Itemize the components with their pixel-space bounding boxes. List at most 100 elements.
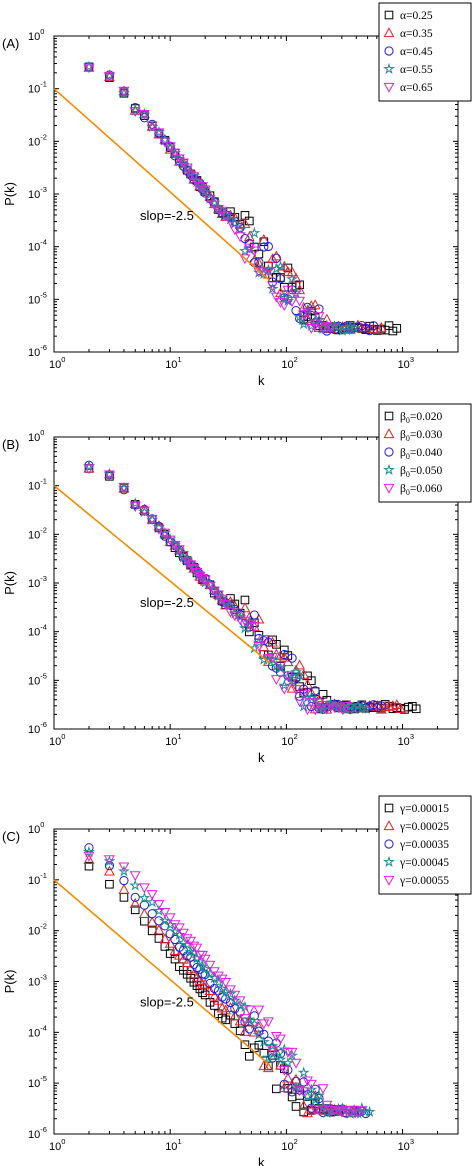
panel-c-marker-triangle-down (348, 1105, 360, 1116)
panel-c-marker-square (291, 1102, 301, 1111)
panel-c-marker-triangle-down (191, 943, 203, 954)
panel-c-marker-star (212, 976, 225, 988)
panel-a-marker-circle (139, 113, 150, 123)
panel-c-marker-star (138, 891, 151, 904)
panel-c-marker-triangle-down (177, 928, 189, 939)
panel-a-marker-circle (275, 274, 286, 284)
panel-b-marker-triangle-down (177, 550, 189, 561)
panel-b-x-tick-label: 100 (49, 732, 65, 748)
panel-a-marker-triangle-down (239, 254, 251, 265)
panel-b-marker-triangle-down (258, 635, 270, 646)
panel-c-marker-triangle-down (294, 1086, 306, 1097)
panel-b-legend-marker (383, 483, 395, 494)
panel-a-marker-triangle-down (321, 322, 333, 333)
panel-a-y-axis-label: P(k) (2, 182, 17, 206)
panel-b-marker-triangle-down (220, 600, 232, 610)
panel-a-marker-triangle-down (220, 211, 232, 222)
panel-a-legend-label: α=0.45 (400, 46, 433, 58)
panel-b-marker-star (204, 578, 216, 590)
panel-c-marker-star (309, 1093, 322, 1106)
panel-a-marker-triangle-down (164, 142, 176, 153)
panel-b-y-tick-label: 10-1 (28, 477, 47, 493)
panel-b-marker-triangle-down (337, 705, 348, 716)
panel-c-marker-triangle-down (305, 1079, 317, 1090)
panel-c-marker-triangle-up (258, 1060, 270, 1071)
panel-c-marker-star (129, 879, 142, 891)
panel-a-marker-triangle-down (275, 298, 286, 309)
panel-a-marker-circle (244, 238, 254, 248)
panel-c-marker-star (243, 1013, 256, 1025)
panel-b-marker-triangle-up (395, 703, 407, 713)
panel-c-marker-triangle-down (103, 855, 115, 866)
panel-c-marker-triangle-down (340, 1105, 352, 1116)
panel-a-marker-triangle-down (290, 289, 302, 300)
panel-b-legend-marker (384, 411, 394, 421)
panel-a-marker-triangle-down (185, 170, 197, 181)
panel-b-marker-triangle-down (275, 661, 286, 672)
panel-b-marker-star (129, 497, 142, 509)
panel-a-marker-triangle-up (298, 302, 310, 312)
panel-b-legend-label: β0=0.030 (400, 429, 442, 443)
panel-a-x-axis-label: k (258, 373, 265, 388)
panel-a-marker-triangle-down (325, 323, 337, 334)
panel-c-marker-triangle-down (164, 913, 176, 924)
panel-c-legend-marker (383, 855, 395, 868)
panel-c-marker-circle (230, 1004, 240, 1014)
panel-b-y-tick-label: 10-3 (28, 574, 47, 590)
panel-c-marker-triangle-down (298, 1087, 310, 1098)
panel-b-marker-circle (230, 605, 240, 615)
panel-a-legend-marker (384, 10, 394, 20)
panel-c-y-tick-label: 10-5 (28, 1074, 47, 1090)
panel-c-marker-triangle-down (185, 936, 197, 947)
panel-c-marker-triangle-down (258, 1019, 270, 1030)
panel-b-marker-triangle-down (309, 705, 321, 716)
panel-b-x-axis-label: k (258, 750, 265, 765)
panel-c-marker-star (281, 1056, 294, 1069)
panel-a-legend: α=0.25 α=0.35 α=0.45 α=0.55 α=0.65 (378, 2, 472, 102)
panel-a: 100 101 102 103 10-6 10-5 10-4 10-3 10-2 10-1 100… (2, 2, 472, 388)
panel-b-y-tick-label: 100 (28, 428, 44, 444)
panel-b-markers (83, 460, 421, 716)
panel-c-legend-marker (383, 820, 395, 831)
panel-c-marker-triangle-down (356, 1106, 368, 1117)
panel-b-y-axis-label: P(k) (2, 571, 17, 595)
panel-a-markers (83, 60, 402, 336)
panel-c-markers (83, 843, 376, 1119)
panel-c-marker-triangle-down (333, 1106, 344, 1117)
panel-a-marker-triangle-down (188, 172, 200, 183)
panel-c-marker-star (164, 918, 177, 930)
panel-a-marker-star (158, 133, 171, 146)
panel-c-legend-marker (384, 803, 394, 813)
panel-c-marker-triangle-down (234, 996, 246, 1007)
panel-a-y-tick-label: 10-2 (28, 132, 47, 148)
panel-c-marker-triangle-up (103, 865, 115, 876)
panel-c-marker-triangle-up (118, 883, 130, 894)
panel-a-marker-star (293, 310, 306, 323)
panel-c-marker-circle (314, 1093, 324, 1104)
panel-c-marker-triangle-up (138, 908, 150, 919)
panel-a-y-tick-label: 10-5 (28, 290, 47, 306)
panel-c: 100 101 102 103 10-6 10-5 10-4 10-3 10-2 10-1 100… (2, 795, 472, 1166)
panel-a-marker-star (248, 226, 261, 239)
panel-b-marker-star (224, 598, 237, 611)
panel-b-marker-triangle-down (239, 616, 251, 627)
panel-b-legend-label: β0=0.040 (400, 447, 442, 461)
panel-c-legend-label: γ=0.00035 (399, 839, 449, 851)
panel-c-marker-circle (279, 1079, 289, 1089)
panel-c-marker-triangle-up (83, 854, 95, 864)
panel-c-marker-triangle-down (270, 1031, 282, 1042)
panel-c-legend-items: γ=0.00015 γ=0.00025 γ=0.00035 γ=0.00045 γ=0.… (383, 803, 449, 887)
panel-c-marker-triangle-down (352, 1108, 364, 1119)
panel-b-x-ticks: 100 101 102 103 (49, 437, 459, 748)
panel-a-legend-items: α=0.25 α=0.35 α=0.45 α=0.55 α=0.65 (383, 10, 433, 94)
panel-b-y-tick-label: 10-4 (28, 623, 47, 639)
panel-a-marker-triangle-up (270, 250, 282, 261)
panel-b-marker-star (117, 481, 130, 494)
panel-a-marker-square (245, 216, 254, 226)
panel-c-marker-star (238, 1000, 251, 1012)
panel-a-marker-star (146, 120, 159, 133)
panel-a-marker-circle (368, 321, 379, 331)
panel-a-marker-triangle-down (204, 195, 216, 206)
panel-a-legend-label: α=0.25 (400, 10, 433, 22)
panel-c-marker-triangle-down (302, 1076, 313, 1087)
